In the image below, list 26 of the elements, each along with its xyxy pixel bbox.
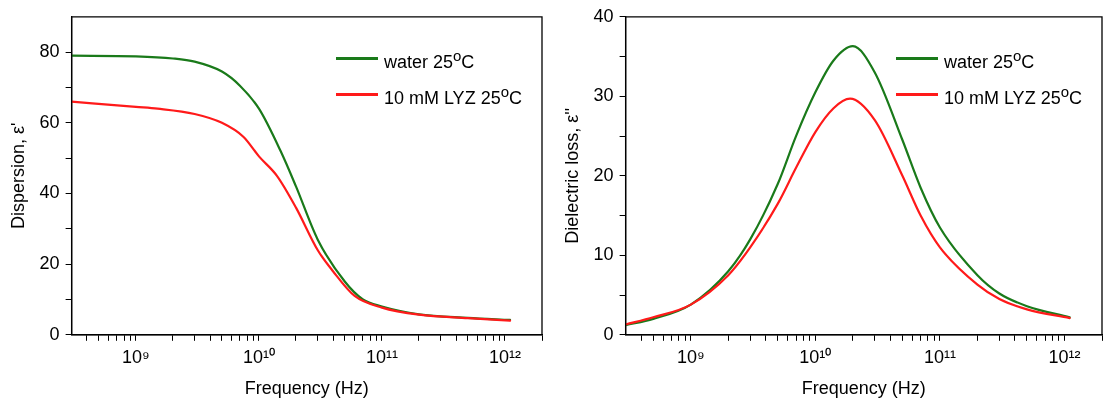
x-tick-label: 10¹⁰ — [242, 346, 275, 367]
y-tick-label: 0 — [603, 323, 614, 344]
x-tick-label: 10¹⁰ — [799, 346, 832, 367]
y-tick-label: 0 — [49, 323, 60, 344]
x-axis-title: Frequency (Hz) — [244, 378, 369, 399]
y-axis-title: Dielectric loss, ε'' — [561, 107, 582, 244]
legend-label: water 25$^{o}$C — [943, 45, 1035, 74]
y-tick-label: 20 — [593, 164, 614, 185]
legend-label: water 25$^{o}$C — [383, 45, 475, 74]
y-axis-title: Dispersion, ε' — [7, 122, 28, 230]
y-tick-label: 60 — [39, 111, 60, 132]
y-tick-label: 80 — [39, 41, 60, 62]
y-tick-label: 10 — [593, 244, 614, 265]
x-tick-label: 10¹¹ — [365, 346, 398, 367]
x-tick-label: 10⁹ — [122, 346, 150, 367]
x-tick-label: 10¹² — [1048, 346, 1081, 367]
y-tick-label: 20 — [39, 253, 60, 274]
legend-label: 10 mM LYZ 25$^{o}$C — [943, 81, 1082, 110]
legend-label: 10 mM LYZ 25$^{o}$C — [383, 81, 522, 110]
y-tick-label: 40 — [39, 182, 60, 203]
x-tick-label: 10⁹ — [676, 346, 705, 367]
x-tick-label: 10¹¹ — [923, 346, 956, 367]
y-tick-label: 30 — [593, 85, 614, 106]
y-tick-label: 40 — [593, 5, 614, 26]
x-axis-title: Frequency (Hz) — [801, 378, 926, 399]
x-tick-label: 10¹² — [488, 346, 521, 367]
